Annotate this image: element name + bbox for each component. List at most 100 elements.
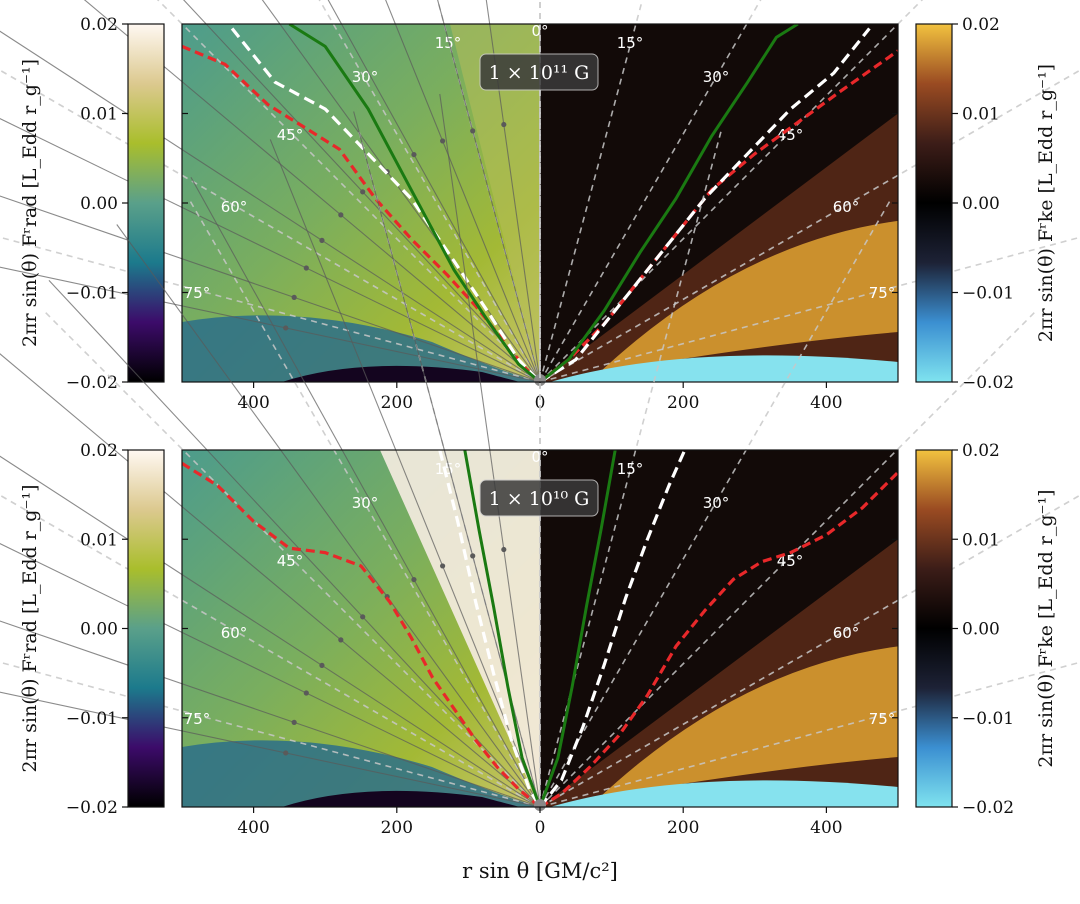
streamline	[116, 224, 541, 808]
angle-guide-line	[0, 69, 541, 383]
right-colorbar-tick-label: −0.02	[962, 373, 1014, 393]
rad-flux-disk-teal	[182, 740, 540, 807]
angle-guide-line	[539, 494, 1080, 808]
x-axis: 400 200 0 200 400	[182, 112, 898, 413]
streamline	[0, 266, 541, 383]
angle-label: 75°	[184, 284, 211, 302]
rad-flux-disk-dark	[282, 790, 520, 807]
x-axis: 400 200 0 200 400	[182, 538, 898, 838]
left-colorbar-label: 2πr sin(θ) Fʳrad [L_Edd r_g⁻¹]	[19, 59, 41, 347]
angle-guide-line	[539, 130, 722, 808]
streamline	[385, 0, 541, 383]
streamline-arrow	[360, 614, 366, 620]
x-tick-label: 400	[810, 818, 842, 838]
angle-label: 45°	[277, 552, 304, 570]
left-colorbar-bar	[127, 449, 165, 808]
right-colorbar-tick-label: 0.02	[962, 441, 1000, 461]
angle-label: 15°	[617, 460, 644, 478]
streamline-arrow	[360, 189, 366, 195]
streamline-arrow	[291, 294, 297, 300]
streamline-arrow	[319, 237, 325, 243]
ke-flux-outflow-bright	[600, 220, 898, 372]
curves	[182, 24, 898, 382]
streamline	[83, 0, 541, 383]
left-colorbar: 0.02 0.01 0.00 −0.01 −0.02 2πr sin(θ) Fʳrad […	[19, 15, 165, 393]
streamline	[0, 543, 541, 808]
streamline	[261, 0, 541, 383]
right-colorbar-tick-label: 0.00	[962, 194, 1000, 214]
field-label: 1 × 10¹¹ G	[479, 53, 599, 91]
left-colorbar-tick-label: 0.02	[80, 441, 118, 461]
angle-label: 75°	[184, 710, 211, 728]
streamline-arrow	[440, 138, 446, 144]
streamline	[0, 620, 541, 808]
curve-white-dashed	[230, 27, 542, 382]
right-colorbar-tick-label: 0.02	[962, 15, 1000, 35]
curve-green-solid	[538, 450, 617, 807]
right-colorbar-tick-label: 0.01	[962, 105, 1000, 125]
right-colorbar-tick-label: 0.01	[962, 530, 1000, 550]
x-tick-label: 200	[667, 393, 699, 413]
panel-bottom: 0°15° 15°30° 30°45° 45°60° 60°75° 75°1 × 10¹⁰…	[0, 93, 1080, 883]
streamline	[269, 139, 541, 808]
streamline-arrow	[501, 546, 507, 553]
streamline-arrow	[411, 151, 417, 158]
flux-field	[182, 450, 898, 807]
curve-white-dashed	[538, 450, 687, 807]
streamline	[0, 353, 541, 808]
angle-label: 30°	[352, 494, 379, 512]
right-colorbar: 0.02 0.01 0.00 −0.01 −0.02 2πr sin(θ) Fʳke [L…	[915, 441, 1057, 818]
streamlines	[0, 0, 541, 383]
curve-white-dashed	[539, 27, 871, 382]
left-colorbar: 0.02 0.01 0.00 −0.01 −0.02 2πr sin(θ) Fʳrad […	[19, 441, 165, 818]
angle-guide-line	[539, 311, 1036, 808]
streamline	[183, 0, 541, 383]
x-tick-label: 400	[237, 818, 269, 838]
left-colorbar-bar	[127, 23, 165, 383]
streamline	[0, 455, 541, 808]
right-colorbar-tick-label: −0.01	[962, 284, 1014, 304]
angle-label: 30°	[703, 494, 730, 512]
angle-label: 30°	[352, 68, 379, 86]
streamline	[327, 0, 541, 383]
left-colorbar-tick-label: −0.01	[66, 284, 118, 304]
angle-label: 60°	[221, 198, 248, 216]
x-axis-label: r sin θ [GM/c²]	[462, 859, 618, 883]
ke-flux-inflow	[550, 355, 898, 382]
angle-label: 60°	[833, 198, 860, 216]
angle-label: 15°	[435, 34, 462, 52]
x-tick-label: 0	[535, 393, 546, 413]
angle-guide-line	[0, 494, 541, 808]
streamline-arrow	[303, 690, 309, 696]
rad-flux-funnel	[380, 450, 540, 807]
x-tick-label: 200	[381, 393, 413, 413]
field-label-box	[479, 479, 599, 517]
angle-label: 45°	[777, 126, 804, 144]
streamline	[437, 0, 541, 383]
curve-red-dashed	[182, 44, 542, 382]
streamline-arrow	[470, 128, 476, 134]
streamline	[0, 30, 541, 383]
field-label-text: 1 × 10¹¹ G	[489, 62, 590, 84]
angle-label: 60°	[221, 624, 248, 642]
streamline-arrow	[319, 662, 325, 668]
streamline-arrow	[501, 121, 507, 128]
x-tick-label: 200	[667, 818, 699, 838]
streamline-arrow	[338, 637, 344, 643]
streamline	[190, 177, 541, 808]
rad-flux-disk-dark	[282, 365, 520, 382]
angle-label: 75°	[869, 284, 896, 302]
angle-guide-line	[44, 311, 541, 808]
angle-guide-line	[189, 200, 541, 808]
left-colorbar-tick-label: 0.00	[80, 620, 118, 640]
ke-flux-inflow	[550, 780, 898, 807]
left-colorbar-tick-label: −0.01	[66, 709, 118, 729]
left-colorbar-tick-label: −0.02	[66, 373, 118, 393]
streamline-arrow	[440, 563, 446, 569]
right-colorbar-label: 2πr sin(θ) Fʳke [L_Edd r_g⁻¹]	[1035, 64, 1057, 342]
streamline	[48, 280, 541, 808]
left-colorbar-label: 2πr sin(θ) Fʳrad [L_Edd r_g⁻¹]	[19, 484, 41, 772]
x-tick-label: 400	[810, 393, 842, 413]
streamline-arrow	[283, 325, 289, 331]
right-colorbar-label: 2πr sin(θ) Fʳke [L_Edd r_g⁻¹]	[1035, 489, 1057, 767]
